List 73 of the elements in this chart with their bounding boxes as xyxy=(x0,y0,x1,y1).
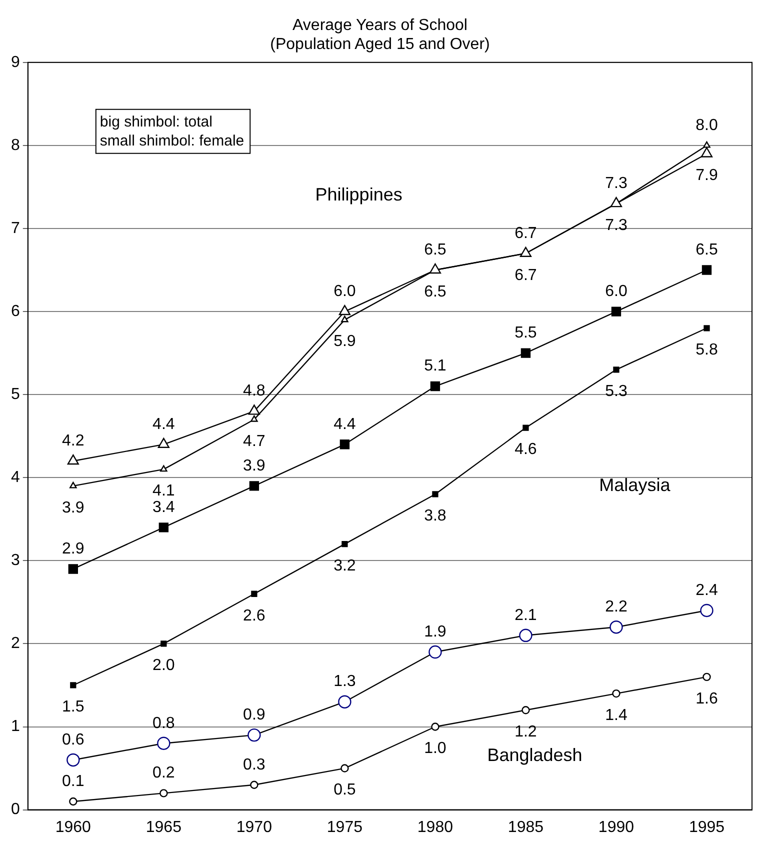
annotation: Malaysia xyxy=(599,475,672,496)
y-tick-label: 0 xyxy=(10,801,20,818)
data-label: 0.6 xyxy=(62,731,84,748)
y-tick-label: 1 xyxy=(10,718,20,736)
data-label: 4.6 xyxy=(514,441,537,458)
data-label: 1.5 xyxy=(62,698,84,716)
data-label: 0.1 xyxy=(62,772,84,790)
data-label: 3.9 xyxy=(62,499,84,516)
data-label: 0.2 xyxy=(152,764,175,782)
data-label: 4.8 xyxy=(243,382,266,400)
data-label: 2.0 xyxy=(152,657,175,674)
data-label: 6.0 xyxy=(605,282,628,300)
data-label: 6.5 xyxy=(424,283,446,300)
data-label: 3.2 xyxy=(334,557,356,574)
x-tick-label: 1990 xyxy=(598,818,634,836)
data-label: 2.2 xyxy=(605,598,628,616)
y-tick-label: 8 xyxy=(10,136,20,154)
x-tick-label: 1975 xyxy=(326,818,363,836)
x-tick-label: 1960 xyxy=(55,818,92,836)
data-label: 6.7 xyxy=(514,266,537,284)
x-tick-label: 1985 xyxy=(508,818,544,836)
chart-subtitle: (Population Aged 15 and Over) xyxy=(270,36,490,54)
data-label: 0.5 xyxy=(334,782,356,799)
data-label: 7.9 xyxy=(696,167,718,184)
y-tick-label: 7 xyxy=(10,220,20,237)
data-label: 6.7 xyxy=(514,224,537,242)
data-label: 8.0 xyxy=(696,116,718,134)
data-label: 3.8 xyxy=(424,508,446,525)
y-tick-label: 5 xyxy=(10,386,20,403)
data-label: 4.2 xyxy=(62,432,84,450)
data-label: 4.4 xyxy=(334,416,356,433)
data-label: 1.4 xyxy=(605,706,628,724)
data-label: 5.8 xyxy=(696,342,718,359)
data-label: 0.8 xyxy=(152,714,175,732)
data-label: 3.4 xyxy=(152,498,175,516)
data-label: 6.0 xyxy=(334,282,356,300)
data-label: 5.3 xyxy=(605,383,628,400)
data-label: 1.9 xyxy=(424,623,446,640)
data-label: 1.3 xyxy=(334,673,356,690)
data-label: 5.1 xyxy=(424,358,446,375)
data-label: 0.3 xyxy=(243,756,266,774)
y-tick-label: 2 xyxy=(10,635,20,652)
chart-title: Average Years of School xyxy=(292,17,468,34)
annotation: small shimbol: female xyxy=(100,132,244,150)
y-tick-label: 3 xyxy=(10,552,20,570)
y-tick-label: 9 xyxy=(10,54,20,71)
data-label: 2.4 xyxy=(696,582,718,599)
data-label: 5.9 xyxy=(334,333,356,350)
data-label: 4.7 xyxy=(243,432,266,450)
data-label: 3.9 xyxy=(243,457,266,474)
data-label: 1.6 xyxy=(696,690,718,708)
y-tick-label: 6 xyxy=(10,302,20,320)
data-label: 4.4 xyxy=(152,416,175,433)
data-label: 2.1 xyxy=(514,606,537,624)
y-tick-label: 4 xyxy=(10,469,20,486)
x-tick-label: 1995 xyxy=(688,818,725,836)
data-label: 7.3 xyxy=(605,174,628,192)
annotation: Bangladesh xyxy=(487,744,582,765)
data-label: 2.9 xyxy=(62,540,84,558)
data-label: 5.5 xyxy=(514,324,537,342)
data-label: 2.6 xyxy=(243,607,266,624)
data-label: 6.5 xyxy=(424,241,446,258)
data-label: 7.3 xyxy=(605,216,628,234)
data-label: 4.1 xyxy=(152,482,175,500)
data-label: 1.2 xyxy=(514,724,537,741)
annotation: Philippines xyxy=(315,184,402,204)
annotation: big shimbol: total xyxy=(100,114,212,131)
x-tick-label: 1980 xyxy=(417,818,454,836)
data-label: 0.9 xyxy=(243,706,266,724)
data-label: 1.0 xyxy=(424,740,446,758)
x-tick-label: 1965 xyxy=(146,818,182,836)
x-tick-label: 1970 xyxy=(236,818,272,836)
data-label: 6.5 xyxy=(696,241,718,258)
